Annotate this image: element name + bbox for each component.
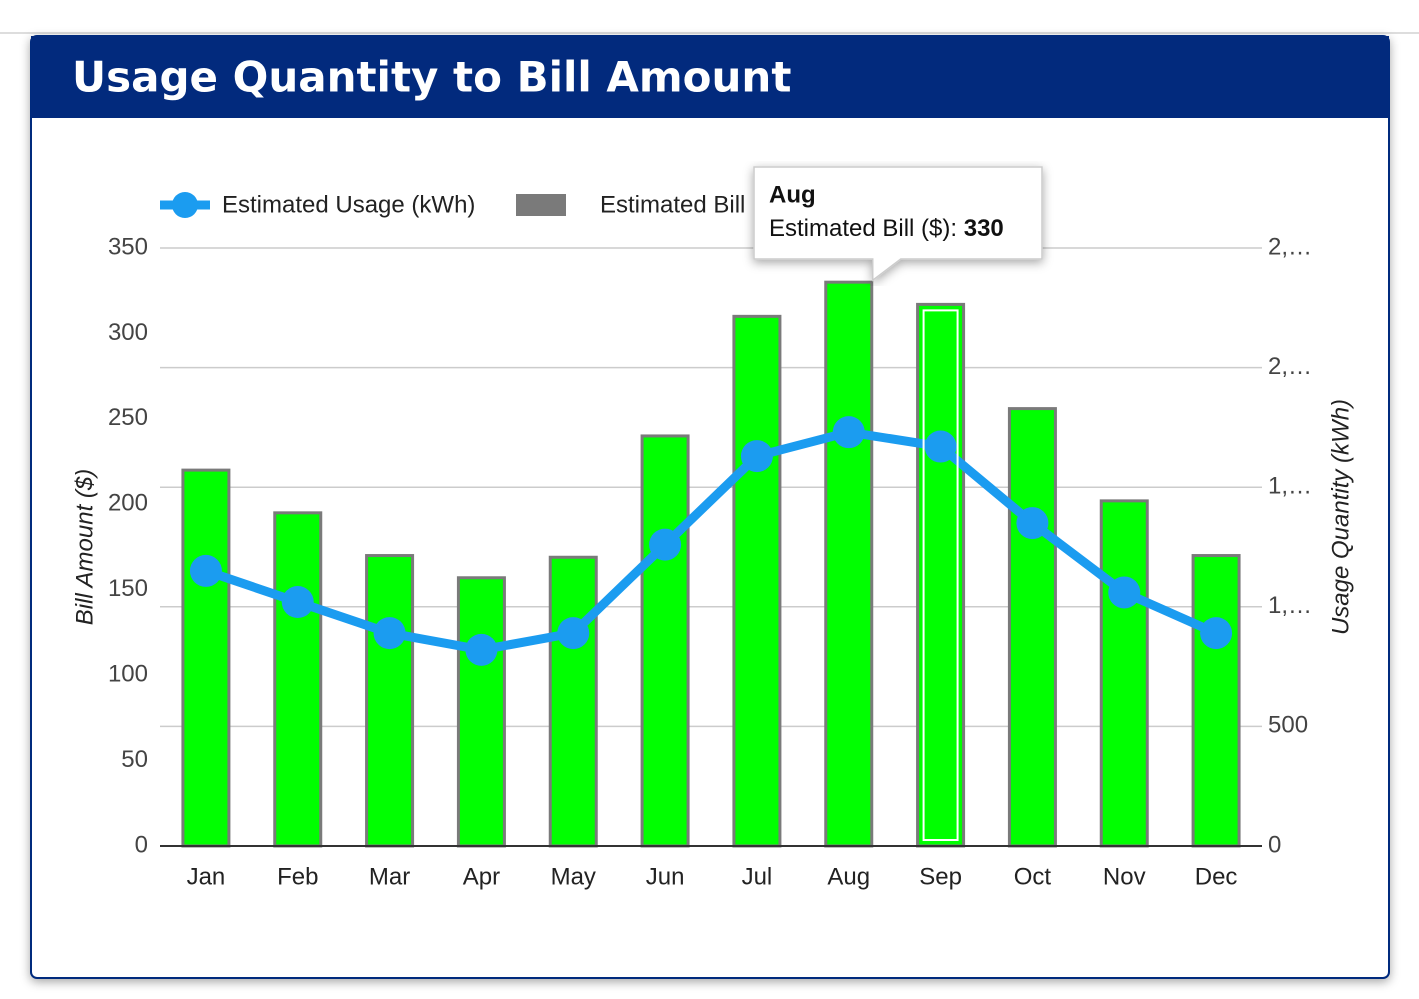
y-tick-label: 300 <box>108 319 148 346</box>
x-tick-label: Nov <box>1103 863 1146 890</box>
legend-label: Estimated Bill ($) <box>600 191 781 218</box>
bar <box>548 555 598 848</box>
y-tick-label: 150 <box>108 575 148 602</box>
tooltip-sep: : <box>950 215 963 242</box>
bar <box>732 314 782 848</box>
hover-outline <box>922 309 959 841</box>
point <box>1200 617 1233 650</box>
y-tick-label: 50 <box>121 746 148 773</box>
x-tick-label: Oct <box>1014 863 1052 890</box>
y-tick-label: 250 <box>108 404 148 431</box>
y2-axis-title: Usage Quantity (kWh) <box>1327 399 1354 635</box>
point <box>1108 576 1141 609</box>
y2-tick-label: 1,… <box>1268 592 1312 619</box>
tooltip-category: Aug <box>769 181 816 208</box>
x-tick-label: Apr <box>463 863 500 890</box>
x-tick-label: Jun <box>646 863 685 890</box>
point <box>1016 507 1049 540</box>
point <box>924 430 957 463</box>
tooltip-line: Estimated Bill ($): 330 <box>769 215 1004 242</box>
point <box>649 528 682 561</box>
point <box>189 554 222 587</box>
bar <box>640 434 690 848</box>
y-tick-label: 350 <box>108 233 148 260</box>
y2-tick-label: 0 <box>1268 831 1281 858</box>
point <box>832 416 865 449</box>
bar <box>365 554 415 848</box>
bar <box>1007 407 1057 848</box>
x-tick-label: Sep <box>919 863 962 890</box>
bar <box>181 468 231 848</box>
x-tick-label: Feb <box>277 863 318 890</box>
bar <box>824 280 874 848</box>
x-tick-label: May <box>551 863 596 890</box>
tooltip-series: Estimated Bill ($) <box>769 215 950 242</box>
x-tick-label: Jul <box>742 863 773 890</box>
x-tick-label: Mar <box>369 863 410 890</box>
tooltip-box <box>753 166 1043 282</box>
y2-tick-label: 500 <box>1268 712 1308 739</box>
plot: 0 500 1,… 1,… 2,… 2,… 0 50 100 150 200 250 300 350 Bil… <box>71 166 1354 890</box>
tooltip-value: 330 <box>964 215 1004 242</box>
legend-label: Estimated Usage (kWh) <box>222 191 475 218</box>
y2-tick-label: 2,… <box>1268 233 1312 260</box>
card-header <box>31 36 1389 118</box>
y-axis-title: Bill Amount ($) <box>71 469 98 626</box>
line <box>204 427 1218 655</box>
x-tick-label: Dec <box>1195 863 1238 890</box>
point <box>740 440 773 473</box>
legend-swatch <box>516 194 566 216</box>
y-tick-label: 0 <box>135 831 148 858</box>
legend-marker <box>172 192 198 218</box>
point <box>465 633 498 666</box>
point <box>373 617 406 650</box>
x-tick-label: Aug <box>827 863 870 890</box>
card-title: Usage Quantity to Bill Amount <box>72 53 791 102</box>
bar <box>1099 499 1149 848</box>
x-tick-label: Jan <box>187 863 226 890</box>
y2-tick-label: 1,… <box>1268 473 1312 500</box>
bar <box>1191 554 1241 848</box>
y-tick-label: 100 <box>108 660 148 687</box>
point <box>281 586 314 619</box>
bar <box>456 576 506 848</box>
y2-tick-label: 2,… <box>1268 353 1312 380</box>
y-tick-label: 200 <box>108 490 148 517</box>
point <box>557 617 590 650</box>
bar <box>273 511 323 848</box>
